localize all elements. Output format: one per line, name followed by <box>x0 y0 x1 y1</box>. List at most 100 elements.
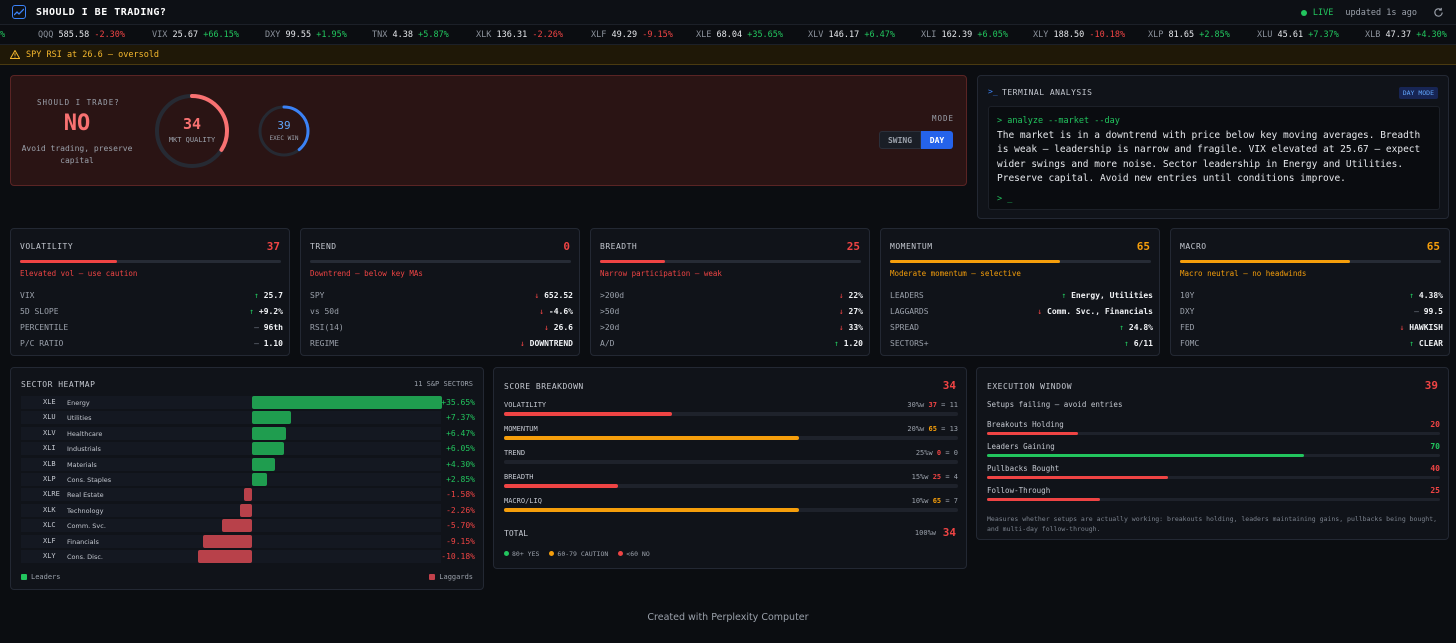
execution-row-name: Pullbacks Bought <box>987 464 1060 473</box>
sector-change: +6.47% <box>446 428 475 438</box>
breakdown-track <box>504 460 958 464</box>
card-score-bar <box>20 260 281 263</box>
breakdown-track <box>504 484 958 488</box>
card-title: BREADTH <box>600 242 638 251</box>
breakdown-score: 65 <box>928 425 937 433</box>
terminal-panel: >_ TERMINAL ANALYSIS DAY MODE > analyze … <box>977 75 1449 219</box>
trend-arrow-icon: ↓ <box>519 339 525 348</box>
heatmap-row[interactable]: XLY Cons. Disc. -10.18% <box>21 550 475 563</box>
card-score-fill <box>1180 260 1350 263</box>
sector-symbol: XLC <box>43 521 56 530</box>
card-row-label: LEADERS <box>890 291 924 300</box>
trend-arrow-icon: ↓ <box>1399 323 1405 332</box>
ticker-price: 68.04 <box>716 30 743 40</box>
ticker-change: +66.15% <box>203 30 240 40</box>
sector-change: -9.15% <box>446 536 475 546</box>
heatmap-row[interactable]: XLF Financials -9.15% <box>21 534 475 548</box>
card-description: Moderate momentum — selective <box>890 269 1021 278</box>
sector-symbol: XLRE <box>43 490 60 499</box>
heatmap-row[interactable]: XLV Healthcare +6.47% <box>21 426 475 440</box>
ticker-item: XLV 146.17 +6.47% <box>808 30 895 40</box>
sector-change: +6.05% <box>446 444 475 454</box>
sector-symbol: XLE <box>43 398 56 406</box>
ticker-item: DXY 99.55 +1.95% <box>265 30 347 40</box>
ticker-change: -9.15% <box>642 30 673 40</box>
ticker-price: 4.38 <box>392 30 413 40</box>
sector-symbol: XLK <box>43 505 56 514</box>
alert-text: SPY RSI at 26.6 — oversold <box>26 49 160 60</box>
terminal-analysis-text: The market is in a downtrend with price … <box>997 129 1421 185</box>
trend-arrow-icon: ↑ <box>834 339 839 348</box>
card-row: RSI(14) ↓ 26.6 <box>310 323 573 332</box>
breakdown-title: SCORE BREAKDOWN <box>504 382 584 391</box>
sector-bar <box>252 411 292 425</box>
heatmap-row-track <box>21 503 441 517</box>
sector-bar <box>252 396 442 409</box>
breakdown-weight: 10%w <box>911 497 929 505</box>
sector-symbol: XLI <box>43 444 56 453</box>
heatmap-row[interactable]: XLU Utilities +7.37% <box>21 411 475 425</box>
ticker-strip: % QQQ 585.58 -2.30% VIX 25.67 +66.15% DXY 9… <box>0 25 1456 45</box>
mode-swing-button[interactable]: SWING <box>879 131 921 149</box>
card-row-value: Energy, Utilities <box>1071 291 1153 300</box>
card-title: VOLATILITY <box>20 242 74 251</box>
breakdown-fill <box>504 436 800 440</box>
trend-arrow-icon: ↑ <box>1119 323 1125 332</box>
breakdown-name: VOLATILITY <box>504 401 547 409</box>
total-label: TOTAL <box>504 529 529 538</box>
card-row: VIX ↑ 25.7 <box>20 291 283 300</box>
trend-arrow-icon: ↑ <box>249 307 255 316</box>
ticker-symbol: XLI <box>921 30 937 40</box>
refresh-icon[interactable] <box>1433 7 1444 18</box>
heatmap-row[interactable]: XLI Industrials +6.05% <box>21 442 475 456</box>
alert-banner: SPY RSI at 26.6 — oversold <box>0 45 1456 65</box>
ticker-change: +1.95% <box>316 30 347 40</box>
score-legend: 80+ YES 60-79 CAUTION <60 NO <box>504 550 650 558</box>
legend-caution: 60-79 CAUTION <box>549 550 608 558</box>
heatmap-row-track <box>21 488 441 502</box>
heatmap-row[interactable]: XLP Cons. Staples +2.85% <box>21 473 475 486</box>
ticker-symbol: XLK <box>476 30 492 40</box>
heatmap-row[interactable]: XLB Materials +4.30% <box>21 457 475 471</box>
heatmap-row[interactable]: XLK Technology -2.26% <box>21 503 475 517</box>
sector-change: +35.65% <box>441 398 475 407</box>
card-row-label: >20d <box>600 323 620 332</box>
sector-change: +4.30% <box>446 459 475 469</box>
execution-row-name: Leaders Gaining <box>987 442 1055 451</box>
sector-name: Energy <box>67 399 90 407</box>
heatmap-row[interactable]: XLE Energy +35.65% <box>21 396 475 409</box>
card-description: Macro neutral — no headwinds <box>1180 269 1307 278</box>
card-row: A/D ↑ 1.20 <box>600 339 863 348</box>
execution-row-track <box>987 432 1440 435</box>
day-mode-badge: DAY MODE <box>1398 87 1438 99</box>
ticker-fragment: % <box>0 30 6 40</box>
metric-card-macro: MACRO 65 Macro neutral — no headwinds 10Y ↑ … <box>1170 228 1450 356</box>
sector-name: Utilities <box>67 414 92 423</box>
card-row-label: FED <box>1180 323 1195 332</box>
breakdown-score: 34 <box>942 379 956 392</box>
metric-card-trend: TREND 0 Downtrend — below key MAs SPY ↓ 652.… <box>300 228 580 356</box>
card-description: Downtrend — below key MAs <box>310 269 423 278</box>
heatmap-row[interactable]: XLC Comm. Svc. -5.70% <box>21 519 475 533</box>
breakdown-score: 37 <box>928 401 937 409</box>
ticker-change: -2.30% <box>94 30 126 40</box>
card-row-value: 652.52 <box>544 291 573 300</box>
ticker-item: XLI 162.39 +6.05% <box>921 30 1008 40</box>
mode-day-button[interactable]: DAY <box>921 131 953 149</box>
ticker-item: XLB 47.37 +4.30% <box>1365 30 1447 40</box>
heatmap-count: 11 S&P SECTORS <box>413 380 473 388</box>
terminal-icon: >_ <box>988 87 998 96</box>
card-row: FOMC ↑ CLEAR <box>1180 339 1443 348</box>
ticker-item: TNX 4.38 +5.87% <box>372 30 449 40</box>
ticker-change: +4.30% <box>1416 30 1447 40</box>
heatmap-row[interactable]: XLRE Real Estate -1.58% <box>21 488 475 502</box>
card-description: Elevated vol — use caution <box>20 269 138 278</box>
breakdown-calc: 15%w 25 = 4 <box>912 473 958 481</box>
ticker-symbol: QQQ <box>38 30 54 40</box>
card-row: >50d ↓ 27% <box>600 307 863 316</box>
card-row-value: 99.5 <box>1423 307 1443 316</box>
terminal-prompt[interactable]: > _ <box>997 193 1013 204</box>
chart-logo-icon <box>12 5 26 19</box>
sector-bar <box>243 488 252 502</box>
card-score: 65 <box>1136 240 1150 253</box>
